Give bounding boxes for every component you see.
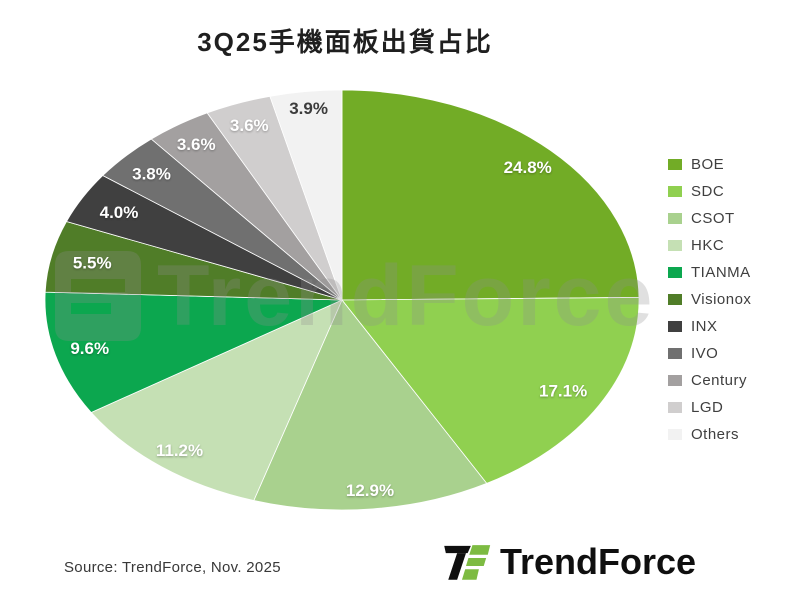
legend-swatch-lgd xyxy=(668,402,682,413)
pie-slice-boe xyxy=(341,89,640,301)
pie-slice-value-label-others: 3.9% xyxy=(289,99,328,118)
legend-label-century: Century xyxy=(691,372,748,389)
legend-swatch-others xyxy=(668,429,682,440)
legend-label-sdc: SDC xyxy=(691,183,725,200)
pie-slice-value-label-lgd: 3.6% xyxy=(230,116,269,135)
pie-slice-value-label-tianma: 9.6% xyxy=(70,339,109,358)
legend-swatch-inx xyxy=(668,321,682,332)
legend-label-boe: BOE xyxy=(691,156,725,173)
legend-label-visionox: Visionox xyxy=(691,291,752,308)
legend-swatch-boe xyxy=(668,159,682,170)
legend-item-visionox: Visionox xyxy=(668,286,751,313)
pie-slice-value-label-boe: 24.8% xyxy=(504,158,552,177)
pie-slice-value-label-hkc: 11.2% xyxy=(156,441,203,460)
legend-label-inx: INX xyxy=(691,318,718,335)
pie-slice-value-label-century: 3.6% xyxy=(177,135,216,154)
pie-slice-value-label-sdc: 17.1% xyxy=(539,382,587,401)
pie-slice-value-label-csot: 12.9% xyxy=(346,481,394,500)
trendforce-logo: TrendForce xyxy=(441,539,696,585)
legend-swatch-visionox xyxy=(668,294,682,305)
legend-item-inx: INX xyxy=(668,313,751,340)
legend-item-century: Century xyxy=(668,367,751,394)
legend-swatch-century xyxy=(668,375,682,386)
pie-slice-hkc xyxy=(90,299,343,501)
pie-slice-value-label-visionox: 5.5% xyxy=(73,253,112,272)
pie-slice-value-label-ivo: 3.8% xyxy=(132,165,171,184)
legend-item-tianma: TIANMA xyxy=(668,259,751,286)
legend-swatch-ivo xyxy=(668,348,682,359)
legend-item-boe: BOE xyxy=(668,151,751,178)
legend-swatch-hkc xyxy=(668,240,682,251)
legend-item-ivo: IVO xyxy=(668,340,751,367)
legend-label-others: Others xyxy=(691,426,740,443)
legend-swatch-sdc xyxy=(668,186,682,197)
legend: BOE SDC CSOT HKC TIANMA Visionox INX IVO Century… xyxy=(668,151,751,448)
legend-item-csot: CSOT xyxy=(668,205,751,232)
source-note: Source: TrendForce, Nov. 2025 xyxy=(64,559,281,576)
pie-slice-others xyxy=(269,89,343,301)
legend-label-csot: CSOT xyxy=(691,210,735,227)
legend-item-sdc: SDC xyxy=(668,178,751,205)
trendforce-logo-text: TrendForce xyxy=(500,541,697,582)
legend-label-lgd: LGD xyxy=(691,399,724,416)
legend-item-lgd: LGD xyxy=(668,394,751,421)
legend-label-hkc: HKC xyxy=(691,237,725,254)
pie-slice-sdc xyxy=(341,296,640,484)
legend-swatch-csot xyxy=(668,213,682,224)
legend-label-ivo: IVO xyxy=(691,345,719,362)
legend-item-hkc: HKC xyxy=(668,232,751,259)
legend-swatch-tianma xyxy=(668,267,682,278)
chart-title: 3Q25手機面板出貨占比 xyxy=(197,27,493,57)
pie-slice-csot xyxy=(253,299,488,511)
trendforce-logo-icon xyxy=(444,545,491,580)
pie-slice-tianma xyxy=(44,291,343,413)
pie-slice-value-label-inx: 4.0% xyxy=(100,203,139,222)
legend-label-tianma: TIANMA xyxy=(691,264,751,281)
legend-item-others: Others xyxy=(668,421,751,448)
